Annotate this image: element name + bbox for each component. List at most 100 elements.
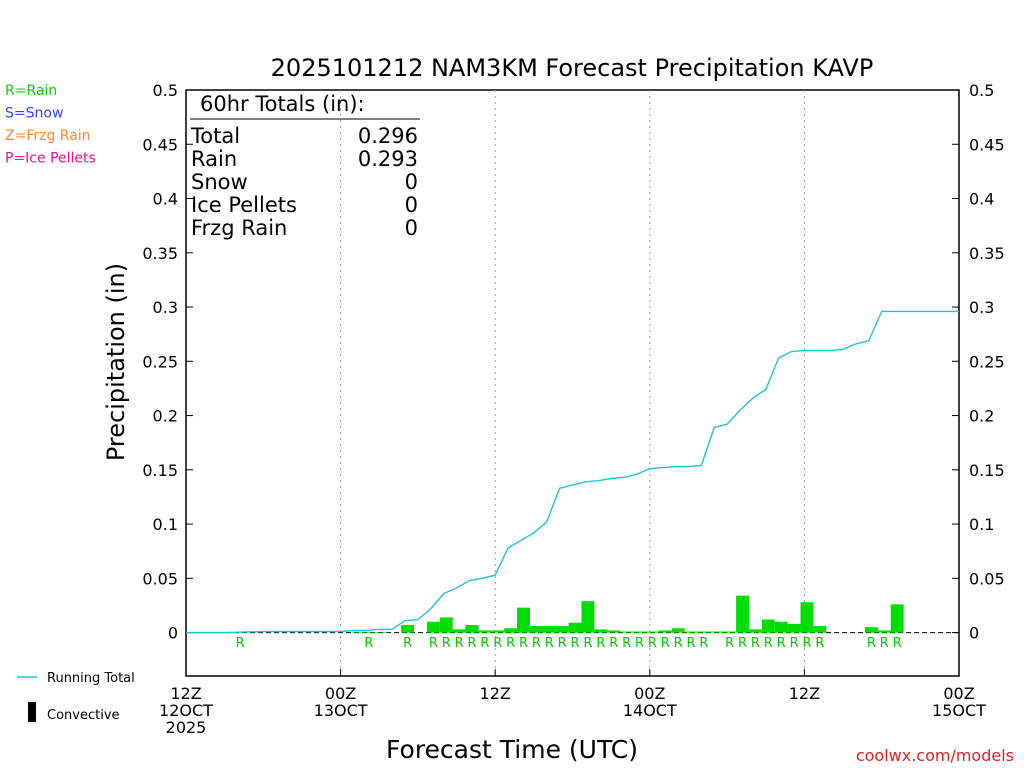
precip-type-mark: R xyxy=(802,636,811,651)
y-tick-label-right: 0 xyxy=(969,624,979,643)
precip-bar xyxy=(542,626,556,633)
y-tick-label-right: 0.35 xyxy=(969,244,1005,263)
precip-bar xyxy=(401,624,415,633)
y-tick-label-right: 0.3 xyxy=(969,298,994,317)
totals-box: 60hr Totals (in): Total 0.296 Rain 0.293 Sno… xyxy=(190,92,420,240)
precip-type-mark: R xyxy=(622,636,631,651)
x-tick-label: 15OCT xyxy=(932,701,986,720)
y-tick-label-left: 0.3 xyxy=(153,298,178,317)
y-tick-label-left: 0 xyxy=(168,624,178,643)
precip-bar xyxy=(607,630,621,633)
precip-type-mark: R xyxy=(867,636,876,651)
precip-type-mark: R xyxy=(519,636,528,651)
precip-type-mark: R xyxy=(558,636,567,651)
totals-rows: Total 0.296 Rain 0.293 Snow 0 Ice Pellets 0 Frzg… xyxy=(190,124,418,240)
totals-row-value: 0.293 xyxy=(358,147,418,171)
precip-bar xyxy=(749,629,762,633)
precip-type-mark: R xyxy=(506,636,515,651)
x-tick-label: 12Z xyxy=(789,684,820,703)
series-legend: Running Total Convective xyxy=(17,671,135,723)
precip-bar xyxy=(478,630,492,633)
y-tick-label-left: 0.15 xyxy=(142,461,178,480)
y-tick-label-left: 0.4 xyxy=(153,190,178,209)
precip-type-mark: R xyxy=(635,636,644,651)
precip-type-mark: R xyxy=(661,636,670,651)
vertical-gridlines xyxy=(340,90,805,676)
precip-type-mark: R xyxy=(364,636,373,651)
x-tick-label: 2025 xyxy=(166,718,207,737)
precip-bar xyxy=(800,602,814,633)
x-tick-label: 12OCT xyxy=(159,701,213,720)
y-tick-label-right: 0.2 xyxy=(969,407,994,426)
hourly-precip-bars xyxy=(233,595,904,633)
precip-bar xyxy=(439,617,453,633)
type-legend-item: P=Ice Pellets xyxy=(5,151,96,167)
precip-type-mark: R xyxy=(467,636,476,651)
precip-type-mark: R xyxy=(751,636,760,651)
totals-row-label: Rain xyxy=(191,147,237,171)
precip-type-mark: R xyxy=(880,636,889,651)
precip-type-mark: R xyxy=(583,636,592,651)
y-axis-label: Precipitation (in) xyxy=(102,263,130,461)
precip-bar xyxy=(362,632,376,633)
x-axis-label: Forecast Time (UTC) xyxy=(386,735,638,764)
precip-type-mark: R xyxy=(442,636,451,651)
y-axis-left: 0 0.05 0.1 0.15 0.2 0.25 0.3 0.35 0.4 0.45 0.5 xyxy=(142,81,193,643)
precip-type-mark: R xyxy=(429,636,438,651)
precip-bar xyxy=(658,630,672,633)
precip-type-mark: R xyxy=(764,636,773,651)
precip-type-mark: R xyxy=(403,636,412,651)
precip-type-mark: R xyxy=(493,636,502,651)
precip-type-mark: R xyxy=(455,636,464,651)
precip-bar xyxy=(568,622,582,633)
x-tick-label: 12Z xyxy=(480,684,511,703)
totals-row-value: 0.296 xyxy=(358,124,418,148)
precip-bar xyxy=(697,631,711,633)
precip-bar xyxy=(620,631,634,633)
running-total-line xyxy=(186,310,959,634)
precip-bar xyxy=(890,604,904,633)
y-tick-label-right: 0.1 xyxy=(969,515,994,534)
precip-type-mark: R xyxy=(236,636,245,651)
precip-bar xyxy=(426,621,440,633)
y-tick-label-left: 0.35 xyxy=(142,244,178,263)
precip-bar xyxy=(684,631,698,633)
precip-bar xyxy=(864,627,878,633)
y-tick-label-left: 0.2 xyxy=(153,407,178,426)
precip-bar xyxy=(645,631,659,633)
precip-bar xyxy=(375,632,389,633)
x-tick-label: 00Z xyxy=(634,684,665,703)
type-legend-item: R=Rain xyxy=(5,83,57,99)
x-tick-label: 12Z xyxy=(170,684,201,703)
x-tick-label: 13OCT xyxy=(314,701,368,720)
precip-bar xyxy=(555,626,569,633)
y-tick-label-right: 0.15 xyxy=(969,461,1005,480)
precip-bar xyxy=(723,631,737,633)
precip-bar xyxy=(529,626,543,633)
convective-legend-label: Convective xyxy=(47,708,120,723)
type-legend-item: S=Snow xyxy=(5,106,63,122)
precip-type-legend: R=Rain S=Snow Z=Frzg Rain P=Ice Pellets xyxy=(5,83,96,167)
source-credit: coolwx.com/models xyxy=(856,746,1014,765)
precip-bar xyxy=(633,631,646,633)
precip-bar xyxy=(352,631,366,633)
precip-type-mark: R xyxy=(777,636,786,651)
precip-type-mark: R xyxy=(545,636,554,651)
y-tick-label-right: 0.5 xyxy=(969,81,994,100)
totals-row-label: Total xyxy=(190,124,240,148)
totals-row-value: 0 xyxy=(405,216,418,240)
y-tick-label-left: 0.05 xyxy=(142,569,178,588)
y-axis-right: 0 0.05 0.1 0.15 0.2 0.25 0.3 0.35 0.4 0.45 0.5 xyxy=(952,81,1005,643)
precip-bar xyxy=(504,628,518,633)
totals-header: 60hr Totals (in): xyxy=(200,92,365,116)
precip-type-mark: R xyxy=(480,636,489,651)
precip-bar xyxy=(787,623,801,633)
precip-bar xyxy=(877,630,891,633)
precip-bar xyxy=(813,626,827,633)
precip-bar xyxy=(581,601,595,633)
precip-type-mark: R xyxy=(609,636,618,651)
precip-bar xyxy=(491,630,505,633)
y-tick-label-left: 0.25 xyxy=(142,352,178,371)
